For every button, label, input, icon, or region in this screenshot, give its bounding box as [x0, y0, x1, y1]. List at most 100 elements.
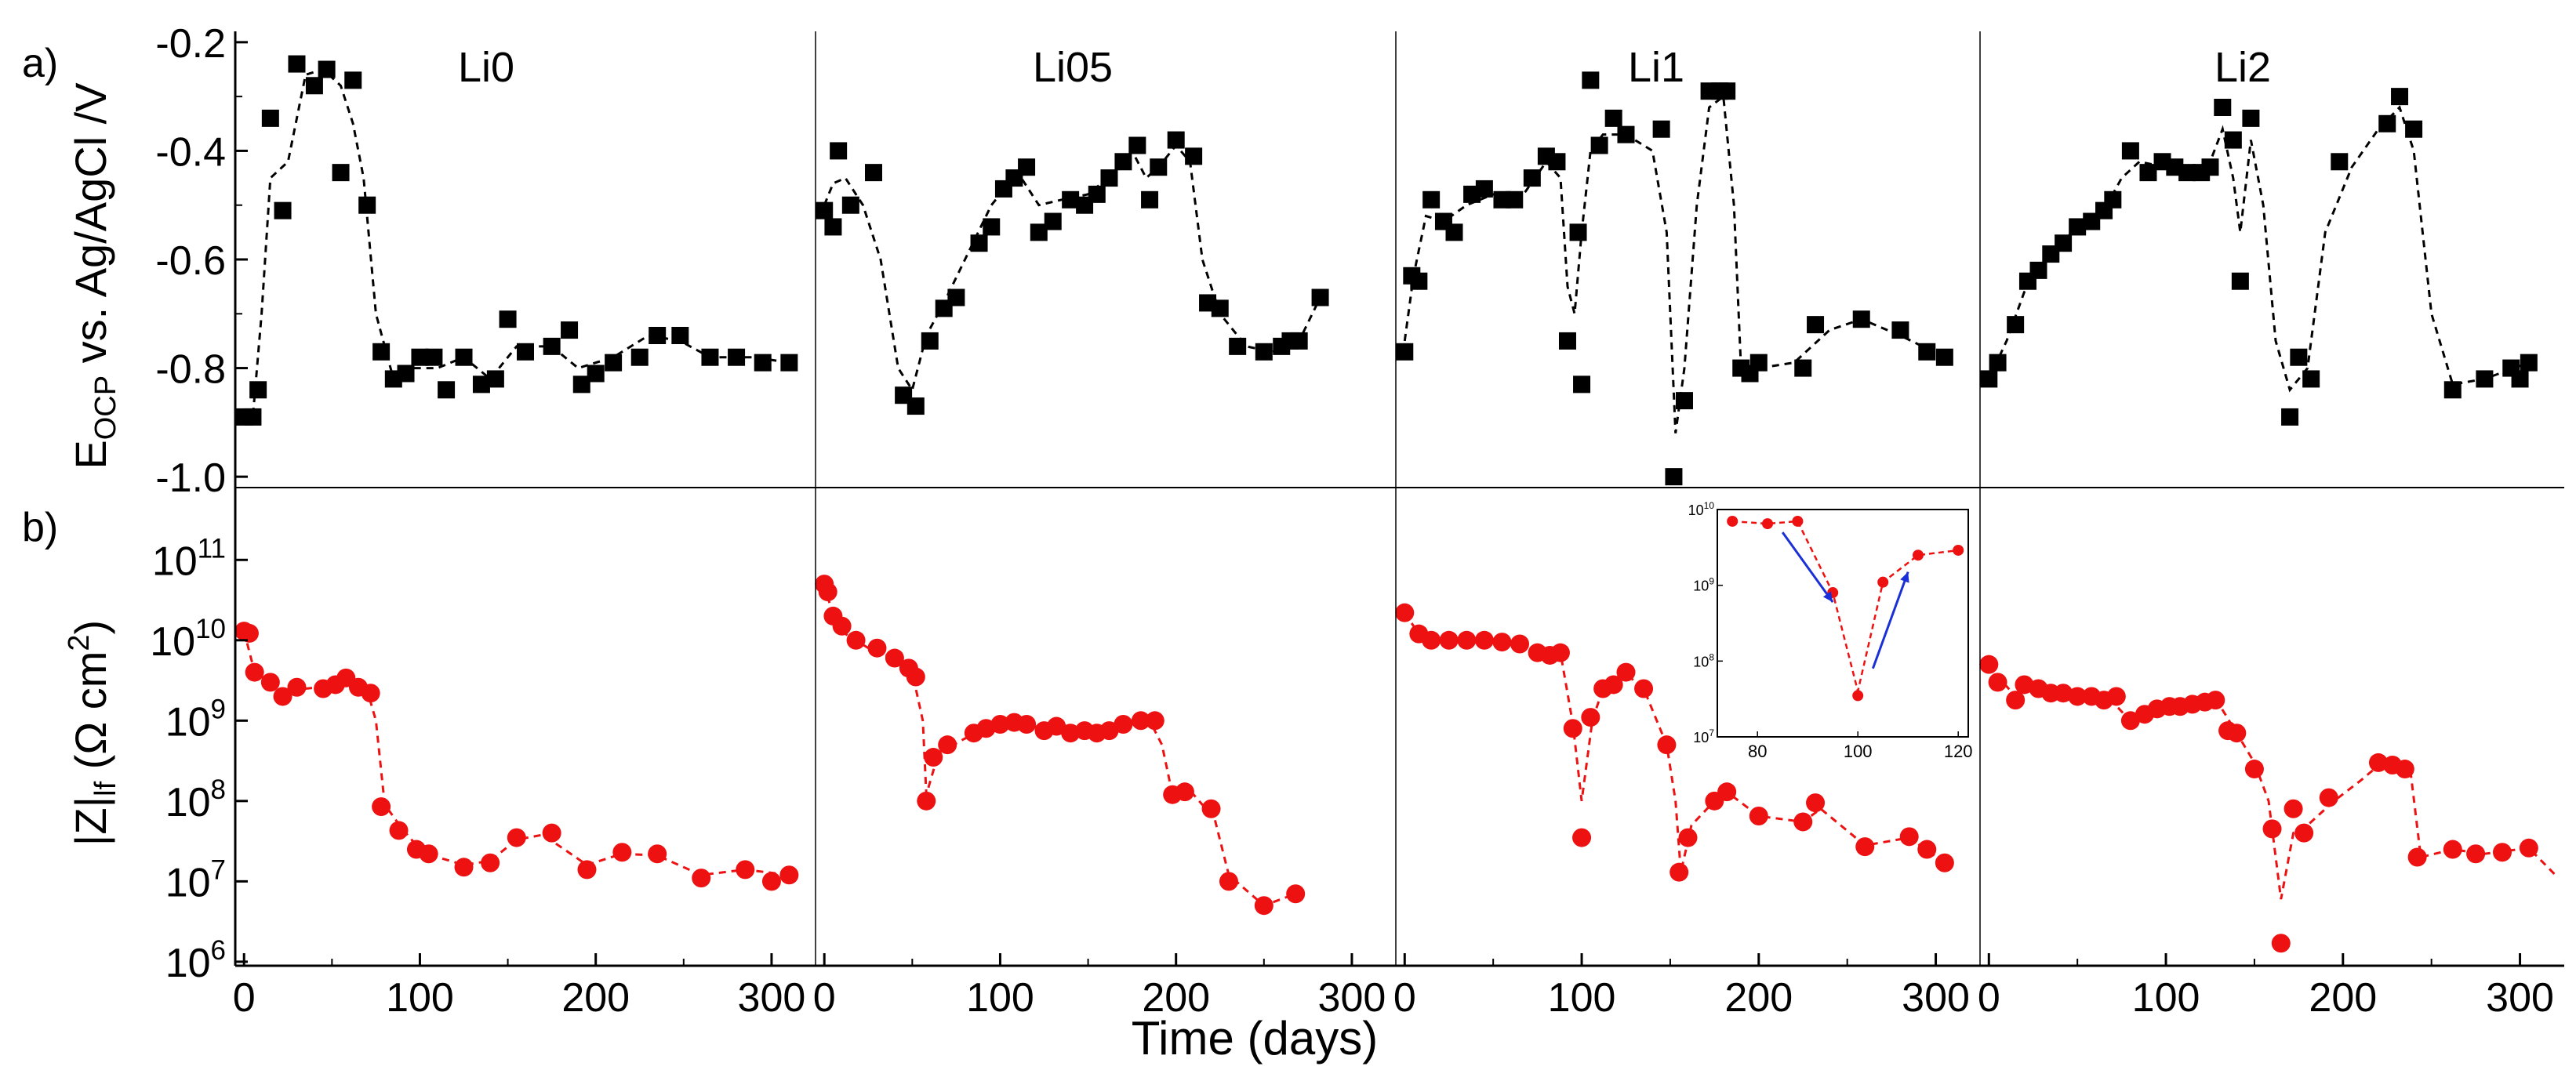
- impedance-point: [1061, 724, 1081, 743]
- ocp-point: [1088, 185, 1106, 203]
- ocp-point: [1128, 136, 1146, 154]
- ocp-point: [572, 375, 590, 394]
- ocp-point: [2290, 348, 2308, 366]
- x-tick-label-li05: 200: [1142, 975, 1210, 1021]
- inset-y-tick-label: 109: [1693, 576, 1714, 594]
- impedance-point: [1550, 643, 1570, 662]
- impedance-point: [2466, 844, 2486, 864]
- ocp-point: [2069, 218, 2087, 236]
- ocp-point: [1211, 299, 1229, 317]
- ocp-point: [1255, 343, 1273, 361]
- inset-arrow-head: [1900, 571, 1909, 583]
- ocp-point: [438, 381, 456, 399]
- impedance-point: [1286, 884, 1306, 904]
- impedance-point: [1047, 716, 1066, 736]
- ocp-point: [1569, 223, 1587, 241]
- inset-point: [1953, 544, 1964, 556]
- ocp-point: [816, 201, 834, 219]
- ocp-y-tick-label: -0.4: [155, 129, 226, 175]
- impedance-point: [1749, 807, 1768, 826]
- impedance-point: [938, 735, 957, 755]
- impedance-point: [2519, 838, 2538, 858]
- impedance-point: [1935, 853, 1954, 872]
- ocp-point: [1794, 359, 1812, 377]
- ocp-point: [261, 109, 279, 127]
- impedance-point: [507, 828, 526, 847]
- impedance-point: [2054, 684, 2073, 703]
- x-tick-label-li0: 100: [386, 975, 454, 1021]
- x-tick-label-li0: 300: [738, 975, 806, 1021]
- ocp-point: [605, 354, 623, 372]
- inset-frame: [1717, 509, 1969, 738]
- ocp-point: [701, 348, 719, 366]
- x-tick-label-li1: 100: [1548, 975, 1616, 1021]
- impedance-point: [906, 667, 925, 687]
- ocp-point: [1185, 147, 1203, 165]
- inset-point: [1913, 550, 1924, 561]
- impedance-point: [1254, 896, 1273, 916]
- impedance-point: [1917, 840, 1937, 859]
- ocp-point: [1617, 125, 1635, 143]
- ocp-point: [1506, 190, 1524, 209]
- impedance-point: [736, 860, 755, 880]
- ocp-point: [2214, 99, 2232, 116]
- impedance-point: [1678, 828, 1698, 847]
- impedance-point: [2106, 687, 2126, 706]
- impedance-point: [273, 687, 292, 706]
- ocp-point: [455, 348, 473, 366]
- impedance-point: [2206, 691, 2225, 710]
- ocp-point: [630, 348, 649, 366]
- x-tick-label-li05: 300: [1318, 975, 1386, 1021]
- ocp-point: [587, 365, 605, 383]
- impedance-point: [612, 843, 632, 862]
- inset-x-tick-label: 100: [1844, 742, 1873, 761]
- impedance-point: [2368, 753, 2388, 772]
- ocp-point: [486, 370, 504, 388]
- ocp-trend-line-li0: [243, 67, 790, 424]
- panel-label-b: b): [22, 505, 58, 550]
- impedance-point: [2284, 799, 2303, 818]
- ocp-point: [1475, 180, 1493, 198]
- ocp-point: [2242, 109, 2260, 127]
- impedance-point: [1634, 679, 1654, 698]
- ocp-point: [305, 77, 323, 95]
- ocp-point: [1935, 348, 1953, 366]
- ocp-point: [1150, 158, 1168, 176]
- inset-point: [1877, 576, 1889, 588]
- ocp-point: [425, 348, 443, 366]
- panel-title-li2: Li2: [2214, 44, 2271, 91]
- ocp-point: [1582, 71, 1600, 89]
- inset-point: [1762, 518, 1773, 530]
- impedance-point: [1114, 715, 1133, 734]
- impedance-point: [372, 797, 391, 817]
- ocp-y-tick-label: -0.8: [155, 347, 226, 393]
- ocp-point: [2443, 381, 2462, 399]
- ocp-point: [907, 397, 925, 415]
- z-y-tick-label: 109: [165, 694, 226, 745]
- impedance-point: [542, 823, 561, 843]
- impedance-point: [260, 673, 280, 692]
- panel-title-li05: Li05: [1033, 44, 1113, 91]
- impedance-point: [454, 858, 474, 877]
- ocp-point: [1114, 153, 1132, 171]
- ocp-point: [1422, 190, 1441, 209]
- ocp-point: [318, 60, 336, 78]
- impedance-point: [2395, 760, 2414, 779]
- ocp-point: [1604, 109, 1622, 127]
- impedance-point: [1806, 793, 1826, 813]
- impedance-point: [287, 677, 307, 697]
- inset-y-tick-label: 1010: [1688, 500, 1715, 518]
- impedance-point: [1201, 799, 1221, 818]
- z-y-tick-label: 108: [165, 774, 226, 825]
- ocp-point: [1891, 321, 1909, 339]
- ocp-point: [2520, 354, 2538, 372]
- impedance-point: [1604, 675, 1623, 695]
- impedance-point: [2271, 934, 2291, 953]
- impedance-point: [2443, 840, 2462, 859]
- ocp-y-axis-label: EOCP vs. Ag/AgCl /V: [66, 82, 122, 470]
- ocp-point: [1030, 223, 1048, 241]
- ocp-point: [841, 196, 859, 214]
- impedance-point: [2227, 724, 2247, 743]
- panel-title-li1: Li1: [1628, 44, 1684, 91]
